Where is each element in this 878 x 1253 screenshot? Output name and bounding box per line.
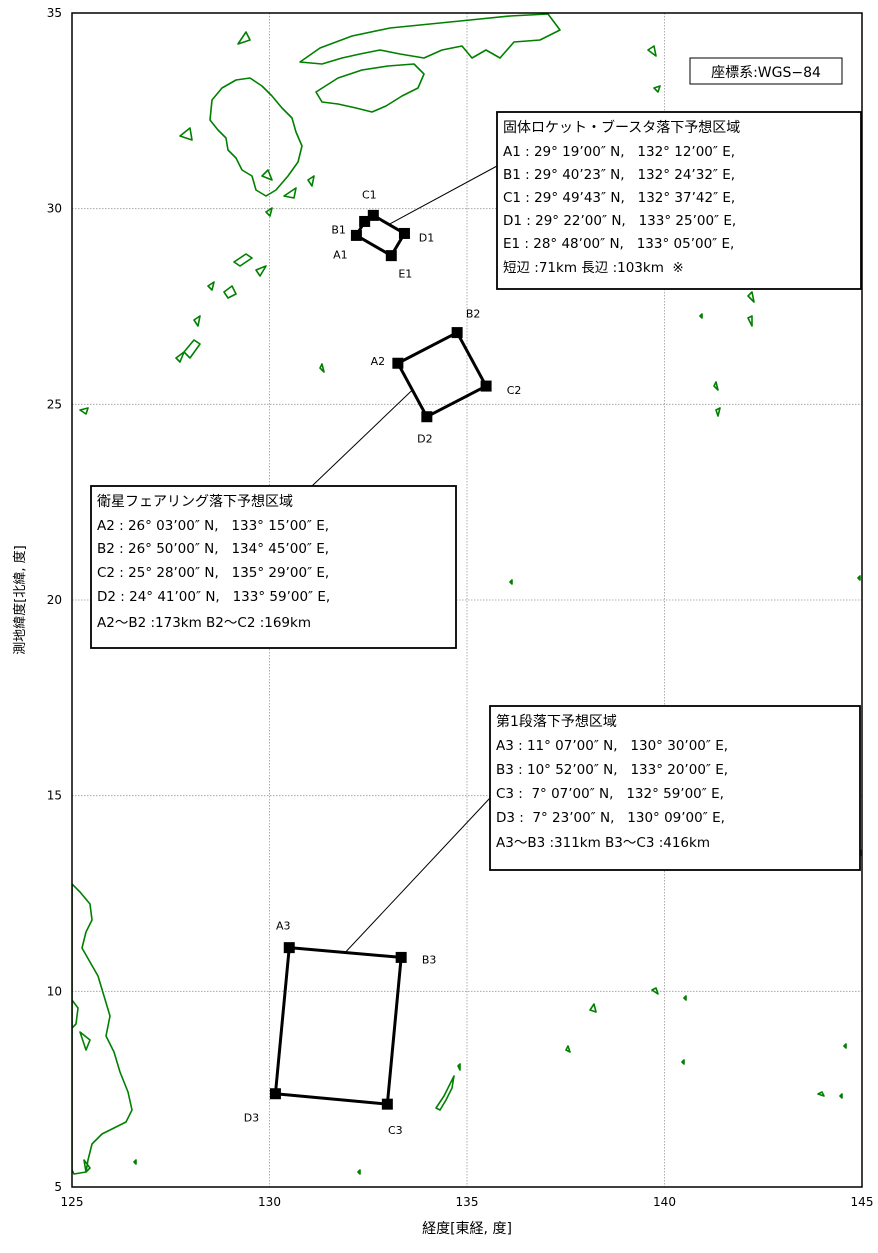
info-box-booster-title: 固体ロケット・ブースタ落下予想区域	[503, 119, 740, 136]
vertex-marker-c2	[480, 380, 492, 392]
philippines-coastline	[72, 883, 137, 1175]
vertex-label-d3: D3	[244, 1112, 259, 1125]
info-box-stage1-frame	[489, 705, 861, 871]
vertex-label-c1: C1	[362, 188, 377, 201]
info-box-booster-line-3: C1 : 29° 49’43″ N, 132° 37’42″ E,	[503, 190, 735, 206]
leader-line-stage1	[344, 797, 491, 953]
info-box-booster-frame	[496, 111, 862, 290]
coastlines	[72, 13, 862, 1175]
info-box-fairing-line-2: B2 : 26° 50’00″ N, 134° 45’00″ E,	[97, 541, 329, 557]
kyushu-coastline	[209, 77, 303, 197]
vertex-label-b2: B2	[466, 308, 481, 321]
y-tick-label-20: 20	[47, 593, 62, 607]
info-box-fairing-line-3: C2 : 25° 28’00″ N, 135° 29’00″ E,	[97, 565, 329, 581]
info-box-booster-line-5: E1 : 28° 48’00″ N, 133° 05’00″ E,	[503, 236, 734, 252]
info-box-booster-line-6: 短辺 :71km 長辺 :103km ※	[503, 260, 684, 276]
coord-system-label: 座標系:WGS−84	[711, 65, 821, 81]
info-box-fairing-line-1: A2 : 26° 03’00″ N, 133° 15’00″ E,	[97, 518, 329, 534]
plot-frame	[71, 12, 863, 1188]
info-box-fairing-frame	[90, 485, 457, 649]
info-box-fairing-line-4: D2 : 24° 41’00″ N, 133° 59’00″ E,	[97, 589, 330, 605]
vertex-marker-d3	[269, 1088, 281, 1100]
vertex-marker-b1	[359, 215, 371, 227]
x-tick-label-140: 140	[653, 1195, 676, 1209]
y-tick-label-10: 10	[47, 984, 62, 998]
vertex-marker-a1	[350, 229, 362, 241]
vertex-label-a1: A1	[333, 248, 348, 261]
vertex-marker-a2	[392, 357, 404, 369]
palau-islands	[435, 1063, 461, 1111]
vertex-labels: A1 B1 C1 D1 E1 A2 B2 C2 D2 A3 B3 C3 D3	[244, 188, 522, 1137]
leader-lines	[311, 165, 498, 953]
y-tick-label-5: 5	[54, 1180, 62, 1194]
vertex-label-c2: C2	[507, 384, 522, 397]
x-tick-label-135: 135	[456, 1195, 479, 1209]
vertex-marker-b2	[451, 327, 463, 339]
vertex-label-e1: E1	[398, 268, 412, 281]
coord-system-box	[689, 57, 843, 85]
y-tick-label-25: 25	[47, 397, 62, 411]
info-box-booster-line-2: B1 : 29° 40’23″ N, 132° 24’32″ E,	[503, 167, 735, 183]
info-box-fairing-line-5: A2〜B2 :173km B2〜C2 :169km	[97, 615, 311, 631]
x-tick-label-145: 145	[851, 1195, 874, 1209]
y-tick-label-35: 35	[47, 6, 62, 20]
outlying-islands	[79, 291, 861, 585]
honshu-coastline	[299, 13, 561, 65]
islands-near-kyushu	[179, 31, 661, 217]
ryukyu-islands	[175, 253, 325, 373]
y-tick-label-15: 15	[47, 789, 62, 803]
vertex-marker-a3	[283, 942, 295, 954]
info-box-stage1-line-5: A3〜B3 :311km B3〜C3 :416km	[496, 835, 710, 851]
vertex-marker-b3	[395, 951, 407, 963]
info-box-stage1-line-3: C3 : 7° 07’00″ N, 132° 59’00″ E,	[496, 786, 724, 802]
info-box-booster: 固体ロケット・ブースタ落下予想区域 A1 : 29° 19’00″ N, 132…	[496, 111, 862, 290]
vertex-label-a3: A3	[276, 920, 291, 933]
vertex-label-c3: C3	[388, 1124, 403, 1137]
vertex-label-b3: B3	[422, 953, 437, 966]
info-box-stage1-line-2: B3 : 10° 52’00″ N, 133° 20’00″ E,	[496, 762, 728, 778]
x-tick-label-130: 130	[258, 1195, 281, 1209]
vertex-label-a2: A2	[371, 355, 386, 368]
y-tick-label-30: 30	[47, 202, 62, 216]
vertex-marker-d1	[398, 227, 410, 239]
vertex-marker-c3	[381, 1098, 393, 1110]
vertex-label-d2: D2	[417, 433, 432, 446]
info-box-fairing-title: 衛星フェアリング落下予想区域	[97, 494, 293, 510]
vertex-marker-d2	[421, 411, 433, 423]
axis-ticks: 125 130 135 140 145 5 10 15 20 25 30 35	[47, 6, 874, 1209]
vertex-marker-e1	[385, 250, 397, 262]
vertex-label-b1: B1	[331, 223, 346, 236]
info-box-booster-line-1: A1 : 29° 19’00″ N, 132° 12’00″ E,	[503, 144, 735, 160]
leader-line-fairing	[311, 389, 413, 487]
shikoku-coastline	[315, 63, 425, 113]
x-axis-title: 経度[東経, 度]	[422, 1221, 512, 1237]
drop-zone-polygons	[269, 209, 492, 1110]
info-box-stage1: 第1段落下予想区域 A3 : 11° 07’00″ N, 130° 30’00″…	[489, 705, 861, 871]
caroline-islands	[357, 849, 862, 1175]
leader-line-booster	[388, 165, 498, 225]
info-box-stage1-line-4: D3 : 7° 23’00″ N, 130° 09’00″ E,	[496, 810, 725, 826]
info-box-fairing: 衛星フェアリング落下予想区域 A2 : 26° 03’00″ N, 133° 1…	[90, 485, 457, 649]
x-tick-label-125: 125	[61, 1195, 84, 1209]
info-box-booster-line-4: D1 : 29° 22’00″ N, 133° 25’00″ E,	[503, 213, 736, 229]
info-box-stage1-title: 第1段落下予想区域	[496, 713, 617, 730]
info-box-stage1-line-1: A3 : 11° 07’00″ N, 130° 30’00″ E,	[496, 738, 728, 754]
y-axis-title: 測地緯度[北緯, 度]	[12, 545, 28, 654]
vertex-label-d1: D1	[419, 231, 434, 244]
vertex-marker-c1	[367, 209, 379, 221]
